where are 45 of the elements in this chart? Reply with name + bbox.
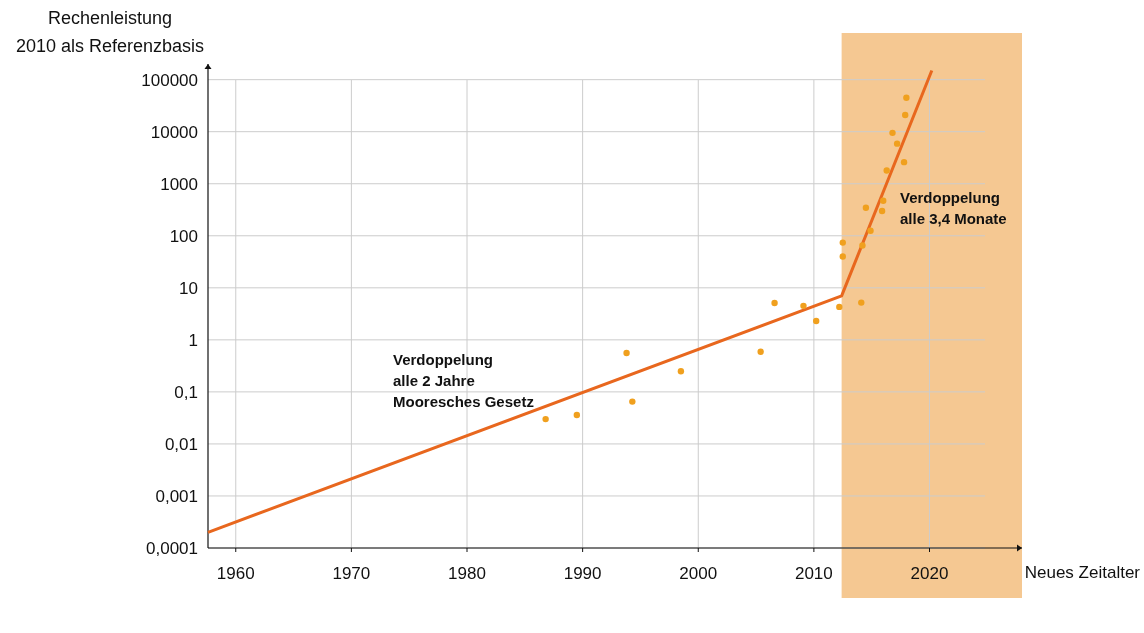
point (839, 253, 846, 260)
annotation: Verdoppelung alle 2 Jahre Mooresches Gesetz (393, 351, 534, 410)
point (839, 239, 846, 246)
y-tick-label: 10000 (150, 122, 198, 142)
y-tick-label: 0,01 (164, 434, 198, 454)
y-tick-label: 1 (188, 330, 198, 350)
x-tick-label: 1970 (332, 564, 371, 583)
y-tick-label: 0,001 (155, 486, 198, 506)
y-axis-title: Rechenleistung 2010 als Referenzbasis (15, 8, 205, 56)
point (757, 348, 764, 355)
point (903, 94, 910, 101)
x-tick-label: 2010 (794, 564, 833, 583)
x-tick-label: 1990 (563, 564, 602, 583)
point (883, 167, 890, 174)
point (812, 317, 820, 325)
y-tick-label: 1000 (160, 174, 198, 194)
y-tick-label: 10 (179, 278, 198, 298)
point (629, 398, 636, 405)
y-tick-label: 100 (169, 226, 198, 246)
point (858, 299, 865, 306)
y-tick-label: 0,1 (174, 382, 198, 402)
point (878, 207, 886, 215)
x-tick-label: 2000 (679, 564, 718, 583)
point (836, 303, 843, 311)
point (771, 299, 778, 307)
point (859, 242, 866, 249)
point (862, 204, 870, 211)
point (867, 227, 874, 234)
y-tick-label: 0,0001 (146, 539, 198, 558)
point (893, 140, 901, 147)
y-tick-label: 100000 (141, 70, 198, 90)
x-tick-label: 2020 (910, 564, 949, 583)
point (889, 129, 896, 137)
point (677, 367, 685, 375)
x-tick-label: 1960 (216, 564, 255, 583)
point (902, 111, 909, 119)
point (542, 415, 549, 423)
point (623, 349, 630, 357)
annotation: Verdoppelung alle 3,4 Monate (900, 189, 1007, 227)
point (880, 197, 887, 204)
point (573, 411, 581, 419)
point (800, 302, 807, 310)
x-tick-label: 1980 (448, 564, 486, 583)
point (900, 158, 908, 166)
x-axis-title: Neues Zeitalter (1024, 563, 1141, 582)
